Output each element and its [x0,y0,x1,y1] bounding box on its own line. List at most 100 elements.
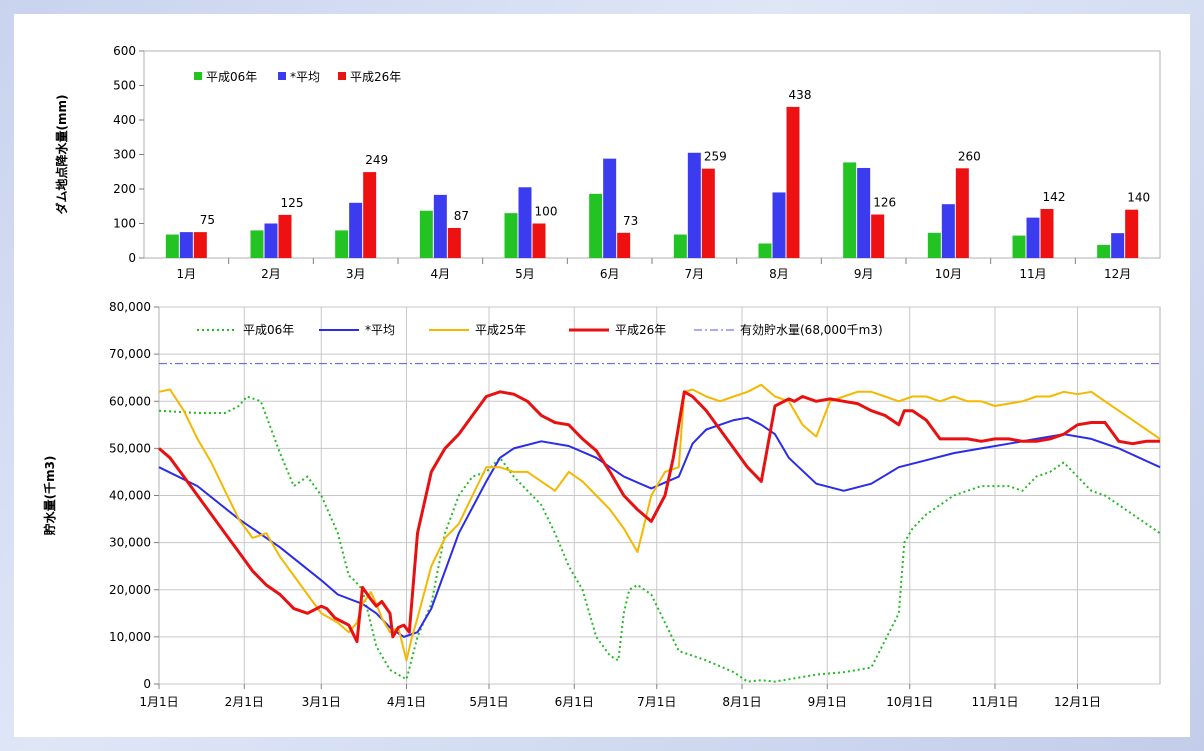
bar-1-10 [927,232,941,258]
bar-y-tick-label: 200 [113,182,136,196]
bar-1-12 [1097,244,1111,258]
line-x-tick-label: 6月1日 [555,695,594,709]
bar-legend-label: *平均 [290,70,320,84]
bar-3-12 [1125,209,1139,258]
bar-data-label: 126 [873,196,896,210]
bar-legend-swatch [278,72,286,80]
line-legend-label: *平均 [365,323,395,337]
bar-3-3 [363,172,377,258]
bar-data-label: 75 [200,213,215,227]
bar-3-10 [955,168,969,258]
line-y-tick-label: 40,000 [109,489,151,503]
bar-3-2 [278,214,292,258]
bar-data-label: 125 [281,196,304,210]
chart-svg: 0 100 200 300 400 500 600 ダム地点降水量(mm) 1月 2月 3月 4月 5月… [42,44,1161,709]
line-y-tick-label: 50,000 [109,441,151,455]
bar-2-10 [941,204,955,258]
bar-2-7 [687,152,701,258]
bar-3-11 [1040,209,1054,258]
bar-y-tick-label: 500 [113,79,136,93]
bar-x-tick-label: 7月 [685,267,705,281]
bar-2-5 [518,187,532,258]
bar-2-11 [1026,217,1040,258]
line-y-tick-label: 80,000 [109,300,151,314]
bar-data-label: 249 [365,153,388,167]
bar-2-9 [857,167,871,258]
bar-legend-swatch [338,72,346,80]
bar-x-tick-label: 12月 [1104,267,1131,281]
bar-x-tick-label: 11月 [1019,267,1046,281]
bar-y-tick-label: 400 [113,113,136,127]
bar-x-tick-label: 3月 [346,267,366,281]
bar-legend-swatch [194,72,202,80]
bar-2-6 [603,158,617,258]
line-y-tick-label: 10,000 [109,630,151,644]
line-x-tick-label: 4月1日 [387,695,426,709]
chart-panel: 0 100 200 300 400 500 600 ダム地点降水量(mm) 1月 2月 3月 4月 5月… [14,14,1190,737]
line-x-tick-label: 10月1日 [886,695,933,709]
bar-1-2 [250,230,264,258]
line-x-tick-label: 8月1日 [722,695,761,709]
line-y-axis-label: 貯水量(千m3) [42,456,57,536]
bar-3-5 [532,223,546,258]
bar-y-tick-label: 100 [113,217,136,231]
bar-3-7 [701,168,715,258]
line-legend-label: 平成25年 [475,323,526,337]
line-legend-label: 有効貯水量(68,000千m3) [740,322,883,337]
bar-1-4 [419,210,433,258]
line-x-tick-label: 12月1日 [1054,695,1101,709]
line-y-tick-label: 20,000 [109,583,151,597]
line-legend-label: 平成26年 [615,323,666,337]
bar-1-1 [165,234,179,258]
bar-y-tick-label: 600 [113,44,136,58]
line-y-tick-label: 60,000 [109,394,151,408]
bar-2-1 [179,232,193,258]
bar-x-tick-label: 4月 [431,267,451,281]
bar-3-9 [871,214,885,258]
bar-data-label: 438 [789,88,812,102]
bar-1-8 [758,243,772,258]
bar-2-12 [1111,233,1125,258]
bar-y-tick-label: 0 [128,251,136,265]
bar-3-6 [617,232,631,258]
bar-1-9 [843,162,857,258]
bar-2-2 [264,223,278,258]
line-series-3 [158,383,1161,662]
line-x-tick-label: 2月1日 [225,695,264,709]
bar-x-tick-label: 1月 [177,267,197,281]
bar-3-8 [786,106,800,258]
line-y-tick-label: 70,000 [109,347,151,361]
line-legend-label: 平成06年 [243,323,294,337]
bar-data-label: 259 [704,150,727,164]
bar-data-label: 87 [454,209,469,223]
bar-y-tick-label: 300 [113,148,136,162]
bar-x-tick-label: 10月 [935,267,962,281]
line-series-2 [158,416,1161,638]
line-series-4 [158,390,1160,644]
bar-2-8 [772,192,786,258]
line-x-tick-label: 3月1日 [302,695,341,709]
bar-x-tick-label: 9月 [854,267,874,281]
bar-1-7 [673,234,687,258]
line-y-tick-label: 30,000 [109,536,151,550]
bar-legend-label: 平成26年 [350,70,401,84]
bar-y-axis-label: ダム地点降水量(mm) [54,95,69,215]
bar-data-label: 100 [535,205,558,219]
bar-1-3 [335,230,349,258]
bar-1-5 [504,213,518,258]
bar-data-label: 142 [1043,190,1066,204]
bar-data-label: 260 [958,149,981,163]
bar-3-4 [447,227,461,258]
bar-x-tick-label: 6月 [600,267,620,281]
bar-legend-label: 平成06年 [206,70,257,84]
line-x-tick-label: 5月1日 [469,695,508,709]
line-x-tick-label: 1月1日 [139,695,178,709]
bar-1-11 [1012,235,1026,258]
bar-x-tick-label: 8月 [769,267,789,281]
line-x-tick-label: 9月1日 [808,695,847,709]
line-x-tick-label: 11月1日 [972,695,1019,709]
bar-data-label: 73 [623,214,638,228]
bar-2-4 [433,194,447,258]
bar-3-1 [193,232,207,258]
